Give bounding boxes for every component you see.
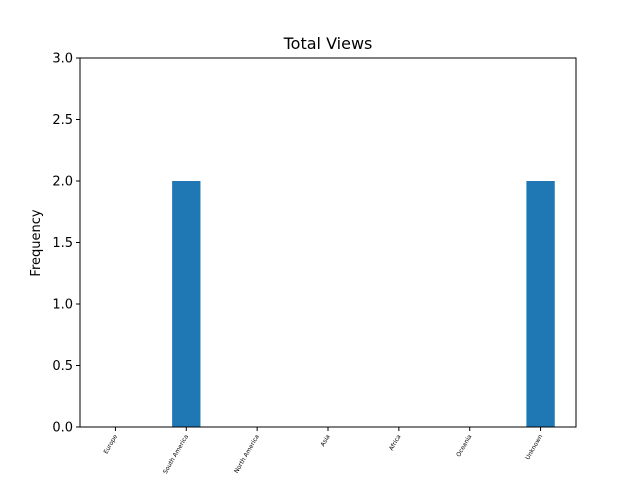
x-tick-label: Africa — [388, 433, 403, 452]
y-tick-label: 3.0 — [52, 52, 73, 67]
y-tick-label: 2.5 — [52, 113, 73, 128]
y-tick-label: 1.5 — [52, 236, 73, 251]
y-tick-label: 2.0 — [52, 175, 73, 190]
x-tick-label: South America — [162, 433, 190, 475]
bar-south-america — [172, 181, 201, 427]
x-tick-label: Oceania — [455, 433, 473, 458]
x-axis: Europe South America North America Asia Afri… — [103, 427, 544, 475]
x-tick-label: Asia — [319, 433, 332, 448]
x-tick-label: Europe — [103, 433, 120, 455]
bars-group — [172, 181, 555, 427]
x-tick-label: North America — [233, 433, 261, 474]
chart-title: Total Views — [283, 34, 373, 53]
y-tick-label: 1.0 — [52, 298, 73, 313]
y-tick-label: 0.0 — [52, 421, 73, 436]
y-axis-label: Frequency — [29, 209, 44, 276]
y-axis: 0.0 0.5 1.0 1.5 2.0 2.5 3.0 — [52, 52, 80, 436]
bar-unknown — [526, 181, 555, 427]
x-tick-label: Unknown — [524, 433, 544, 461]
plot-area-frame — [79, 57, 577, 428]
y-tick-label: 0.5 — [52, 359, 73, 374]
